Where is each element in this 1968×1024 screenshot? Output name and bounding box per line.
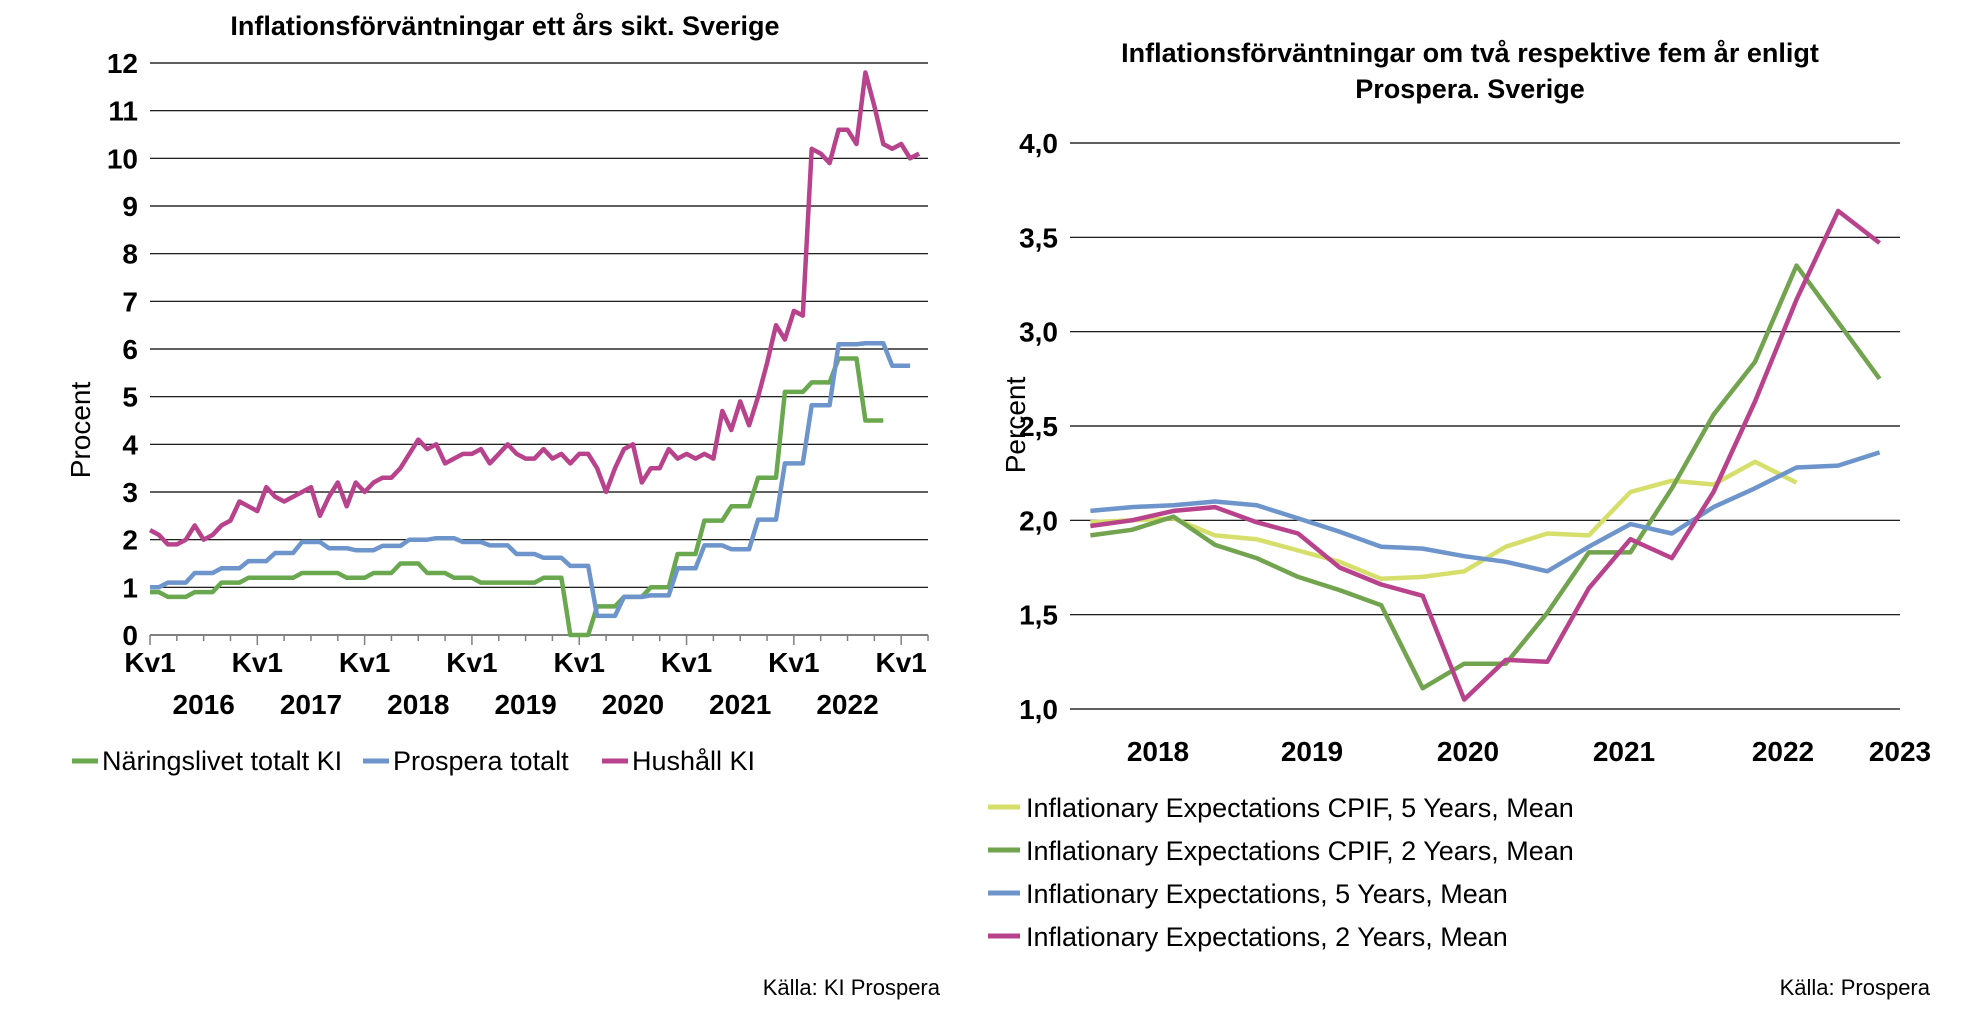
left-y-axis-label: Procent [65, 382, 96, 479]
left-x-year-label: 2018 [387, 689, 449, 720]
left-series-line [150, 356, 884, 638]
left-x-year-label: 2022 [816, 689, 878, 720]
left-y-tick-label: 9 [122, 191, 138, 222]
left-chart-panel: Inflationsförväntningar ett års sikt. Sv… [0, 0, 960, 1024]
right-y-tick-label: 3,5 [1019, 222, 1058, 253]
left-y-tick-label: 0 [122, 620, 138, 651]
left-y-tick-label: 2 [122, 525, 138, 556]
left-y-tick-label: 7 [122, 286, 138, 317]
left-y-tick-label: 4 [122, 429, 138, 460]
right-series-line [1090, 208, 1881, 702]
left-x-axis: Kv1 Kv1 Kv1 Kv1 Kv1 Kv1 Kv1 Kv1 2016 2017 2018 2019… [124, 634, 929, 720]
left-x-year-label: 2021 [709, 689, 771, 720]
right-series-line [1090, 263, 1882, 691]
left-x-quarter-label: Kv1 [124, 647, 175, 678]
left-x-quarter-label: Kv1 [554, 647, 605, 678]
right-x-year-label: 2018 [1127, 736, 1189, 767]
right-y-axis-label: Percent [1000, 377, 1031, 474]
right-y-tick-label: 1,5 [1019, 600, 1058, 631]
left-y-tick-label: 8 [122, 239, 138, 270]
left-legend-label: Hushåll KI [632, 746, 755, 776]
right-y-tick-label: 2,0 [1019, 505, 1058, 536]
right-series-line [1090, 450, 1881, 574]
right-x-year-label: 2020 [1437, 736, 1499, 767]
left-y-tick-label: 6 [122, 334, 138, 365]
right-y-tick-label: 2,5 [1019, 411, 1058, 442]
right-chart-panel: Inflationsförväntningar om två respektiv… [960, 0, 1968, 1024]
right-x-year-label: 2019 [1281, 736, 1343, 767]
right-series-lines [1090, 208, 1882, 702]
left-x-quarter-label: Kv1 [875, 647, 926, 678]
right-y-tick-labels: 1,0 1,5 2,0 2,5 3,0 3,5 4,0 [1019, 128, 1058, 725]
right-gridlines [1070, 142, 1900, 710]
left-series-lines [148, 70, 921, 638]
left-y-tick-label: 12 [107, 48, 138, 79]
left-x-year-label: 2017 [280, 689, 342, 720]
left-x-quarter-label: Kv1 [768, 647, 819, 678]
left-x-year-label: 2020 [602, 689, 664, 720]
right-y-tick-label: 3,0 [1019, 317, 1058, 348]
right-chart: Inflationsförväntningar om två respektiv… [988, 38, 1931, 1000]
left-legend-label: Prospera totalt [393, 746, 569, 776]
left-x-quarter-label: Kv1 [446, 647, 497, 678]
right-source-note: Källa: Prospera [1780, 975, 1931, 1000]
left-source-note: Källa: KI Prospera [763, 975, 941, 1000]
right-legend-label: Inflationary Expectations, 5 Years, Mean [1026, 879, 1508, 909]
left-y-tick-label: 3 [122, 477, 138, 508]
left-x-quarter-label: Kv1 [339, 647, 390, 678]
right-legend-label: Inflationary Expectations, 2 Years, Mean [1026, 922, 1508, 952]
left-y-tick-label: 1 [122, 572, 138, 603]
right-series-line [1090, 459, 1798, 582]
left-gridlines [150, 62, 928, 588]
right-chart-title-line-2: Prospera. Sverige [1355, 74, 1585, 104]
left-chart-title: Inflationsförväntningar ett års sikt. Sv… [230, 11, 779, 41]
right-legend-label: Inflationary Expectations CPIF, 5 Years,… [1026, 793, 1574, 823]
right-chart-title-line-1: Inflationsförväntningar om två respektiv… [1121, 38, 1819, 68]
right-x-year-label: 2021 [1593, 736, 1655, 767]
left-chart: Inflationsförväntningar ett års sikt. Sv… [65, 11, 941, 1000]
left-legend-label: Näringslivet totalt KI [102, 746, 342, 776]
right-y-tick-label: 4,0 [1019, 128, 1058, 159]
left-series-line [148, 70, 921, 547]
left-x-quarter-label: Kv1 [661, 647, 712, 678]
left-y-tick-label: 11 [108, 96, 138, 127]
right-y-tick-label: 1,0 [1019, 694, 1058, 725]
left-x-quarter-label: Kv1 [232, 647, 283, 678]
right-legend: Inflationary Expectations CPIF, 5 Years,… [988, 793, 1574, 952]
left-legend: Näringslivet totalt KI Prospera totalt Hus… [72, 746, 755, 776]
right-x-year-label: 2022 [1752, 736, 1814, 767]
left-x-year-label: 2019 [494, 689, 556, 720]
left-series-line [150, 341, 911, 619]
right-x-year-label: 2023 [1869, 736, 1931, 767]
left-y-tick-label: 10 [107, 143, 138, 174]
right-x-axis: 2018 2019 2020 2021 2022 2023 [1127, 736, 1931, 767]
left-x-year-label: 2016 [173, 689, 235, 720]
right-legend-label: Inflationary Expectations CPIF, 2 Years,… [1026, 836, 1574, 866]
left-y-tick-label: 5 [122, 382, 138, 413]
